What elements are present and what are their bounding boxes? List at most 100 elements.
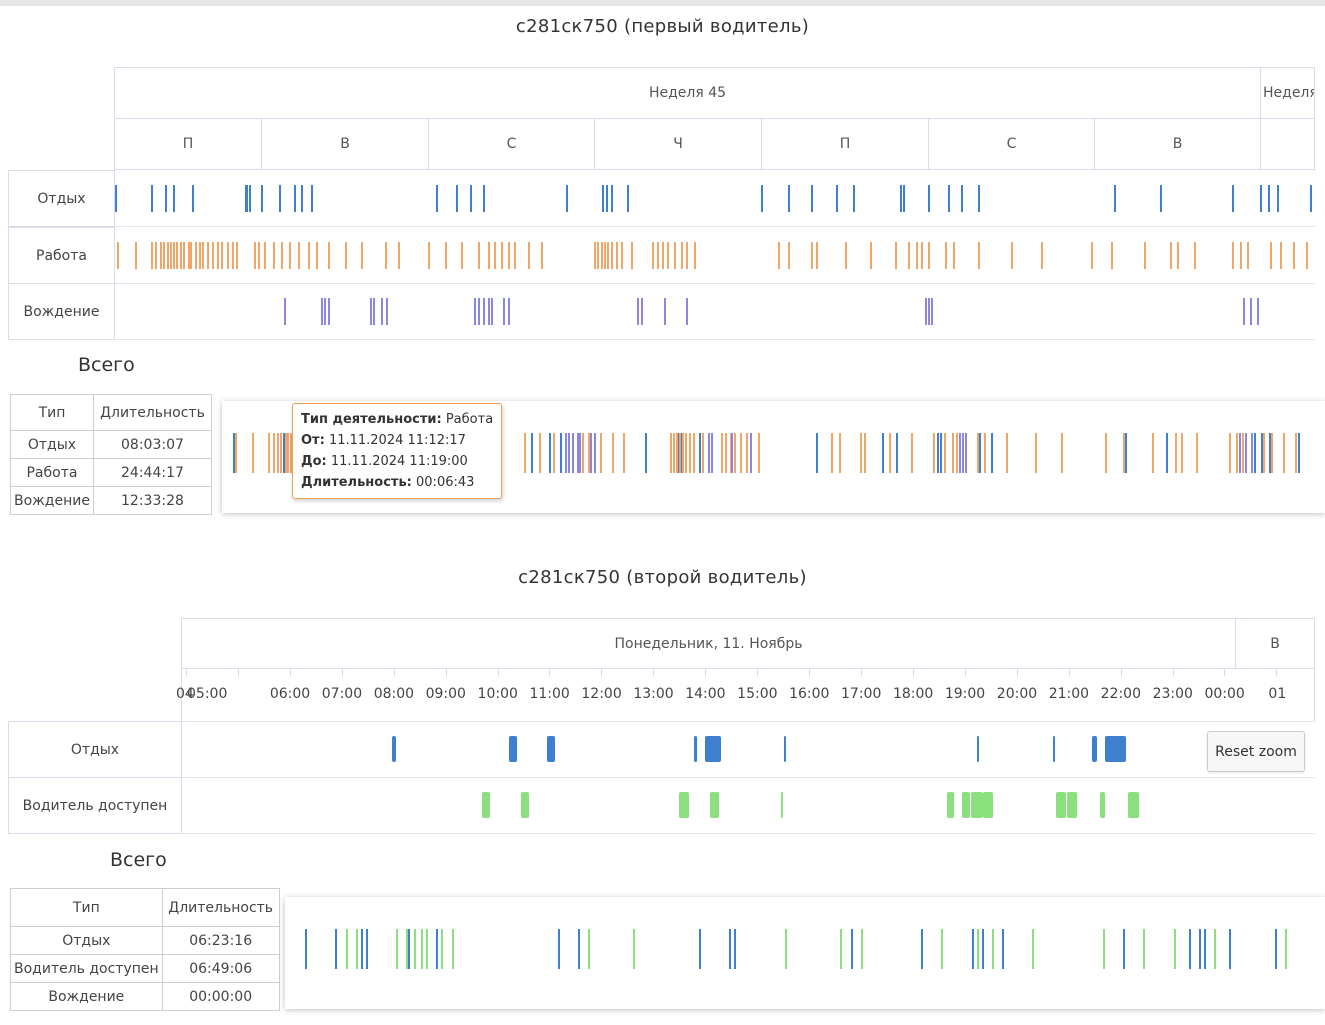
navigator-bar[interactable] <box>864 433 867 473</box>
event-bar[interactable] <box>652 242 655 269</box>
navigator-bar[interactable] <box>1283 433 1286 473</box>
event-bar[interactable] <box>620 242 623 269</box>
event-bar[interactable] <box>199 242 202 269</box>
navigator-bar[interactable] <box>633 929 636 969</box>
navigator-bar[interactable] <box>675 433 678 473</box>
navigator-bar[interactable] <box>560 433 563 473</box>
navigator-bar[interactable] <box>1123 929 1126 969</box>
navigator-bar[interactable] <box>734 929 737 969</box>
navigator-bar[interactable] <box>548 433 551 473</box>
interval-bar[interactable] <box>481 792 490 818</box>
navigator-bar[interactable] <box>707 433 710 473</box>
navigator-bar[interactable] <box>277 433 280 473</box>
event-bar[interactable] <box>428 242 430 269</box>
event-bar[interactable] <box>482 298 485 325</box>
event-bar[interactable] <box>1276 185 1279 212</box>
event-bar[interactable] <box>244 185 247 212</box>
navigator-bar[interactable] <box>553 433 556 473</box>
event-bar[interactable] <box>227 242 230 269</box>
navigator-bar[interactable] <box>981 929 984 969</box>
event-bar[interactable] <box>952 242 955 269</box>
navigator-bar[interactable] <box>979 433 982 473</box>
event-bar[interactable] <box>183 242 186 269</box>
event-bar[interactable] <box>284 298 287 325</box>
event-bar[interactable] <box>249 185 252 212</box>
navigator-bar[interactable] <box>564 433 567 473</box>
navigator-bar[interactable] <box>991 929 994 969</box>
event-bar[interactable] <box>281 242 284 269</box>
navigator-bar[interactable] <box>531 433 534 473</box>
interval-bar[interactable] <box>1105 736 1126 762</box>
event-bar[interactable] <box>869 242 872 269</box>
navigator-bar[interactable] <box>944 433 947 473</box>
event-bar[interactable] <box>924 298 927 325</box>
navigator-bar[interactable] <box>1245 433 1248 473</box>
event-bar[interactable] <box>674 242 677 269</box>
event-bar[interactable] <box>327 242 330 269</box>
event-bar[interactable] <box>297 242 300 269</box>
event-bar[interactable] <box>610 242 613 269</box>
navigator-bar[interactable] <box>365 929 368 969</box>
event-bar[interactable] <box>1110 242 1113 269</box>
event-bar[interactable] <box>494 242 497 269</box>
event-bar[interactable] <box>1143 242 1146 269</box>
event-bar[interactable] <box>206 242 209 269</box>
navigator-bar[interactable] <box>335 929 338 969</box>
event-bar[interactable] <box>456 185 459 212</box>
event-bar[interactable] <box>384 242 387 269</box>
navigator-bar[interactable] <box>729 433 732 473</box>
navigator-bar[interactable] <box>1204 929 1206 969</box>
event-bar[interactable] <box>977 185 980 212</box>
navigator-bar[interactable] <box>268 433 271 473</box>
navigator-bar[interactable] <box>672 433 675 473</box>
navigator-bar[interactable] <box>408 929 411 969</box>
navigator-bar[interactable] <box>406 929 409 969</box>
navigator-bar[interactable] <box>681 433 684 473</box>
event-bar[interactable] <box>947 185 950 212</box>
event-bar[interactable] <box>600 242 603 269</box>
navigator-bar[interactable] <box>582 433 585 473</box>
navigator-bar[interactable] <box>1271 433 1274 473</box>
event-bar[interactable] <box>477 242 480 269</box>
event-bar[interactable] <box>324 298 327 325</box>
event-bar[interactable] <box>680 242 683 269</box>
navigator-bar[interactable] <box>345 929 348 969</box>
navigator-bar[interactable] <box>579 433 582 473</box>
event-bar[interactable] <box>894 242 897 269</box>
navigator-bar[interactable] <box>1005 433 1008 473</box>
event-bar[interactable] <box>279 185 282 212</box>
event-bar[interactable] <box>194 242 197 269</box>
navigator-bar[interactable] <box>921 929 924 969</box>
event-bar[interactable] <box>627 185 630 212</box>
interval-bar[interactable] <box>1055 792 1067 818</box>
event-bar[interactable] <box>191 185 194 212</box>
event-bar[interactable] <box>491 298 494 325</box>
interval-bar[interactable] <box>392 736 396 762</box>
event-bar[interactable] <box>116 242 119 269</box>
navigator-bar[interactable] <box>1253 433 1256 473</box>
navigator-bar[interactable] <box>725 433 728 473</box>
interval-bar[interactable] <box>679 792 689 818</box>
event-bar[interactable] <box>928 298 930 325</box>
event-bar[interactable] <box>602 185 605 212</box>
event-bar[interactable] <box>172 242 175 269</box>
navigator-bar[interactable] <box>1173 929 1176 969</box>
event-bar[interactable] <box>928 185 930 212</box>
navigator-bar[interactable] <box>421 929 424 969</box>
navigator-bar[interactable] <box>859 433 862 473</box>
navigator-bar[interactable] <box>576 433 579 473</box>
event-bar[interactable] <box>1243 298 1246 325</box>
navigator-bar[interactable] <box>1297 433 1300 473</box>
event-bar[interactable] <box>1177 242 1179 269</box>
event-bar[interactable] <box>202 242 205 269</box>
event-bar[interactable] <box>607 242 610 269</box>
event-bar[interactable] <box>931 298 934 325</box>
event-bar[interactable] <box>369 298 372 325</box>
navigator-bar[interactable] <box>451 929 454 969</box>
event-bar[interactable] <box>694 242 697 269</box>
navigator-bar[interactable] <box>964 433 967 473</box>
navigator-bar[interactable] <box>594 433 597 473</box>
event-bar[interactable] <box>261 185 263 212</box>
navigator-bar[interactable] <box>272 433 275 473</box>
navigator-bar[interactable] <box>280 433 283 473</box>
